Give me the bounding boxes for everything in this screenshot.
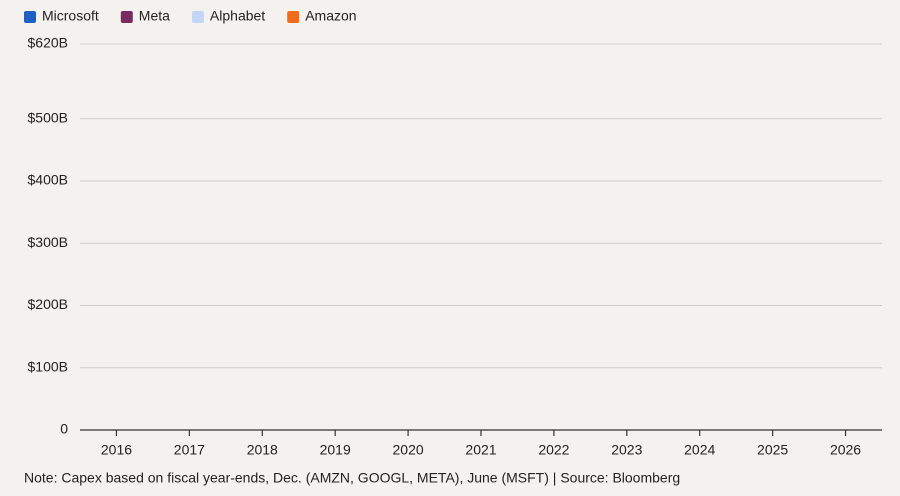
x-tick-label: 2017 [174, 442, 205, 458]
y-tick-label: $300B [28, 234, 68, 250]
y-tick-label: $200B [28, 296, 68, 312]
legend-swatch [191, 11, 204, 23]
legend-label: Alphabet [210, 8, 265, 24]
y-tick-label: $500B [28, 109, 68, 125]
x-tick-label: 2024 [684, 442, 715, 458]
legend-label: Meta [139, 8, 170, 24]
y-tick-label: 0 [60, 421, 68, 437]
x-tick-label: 2020 [393, 442, 424, 458]
x-tick-label: 2021 [465, 442, 496, 458]
y-tick-label: $620B [28, 35, 68, 51]
x-tick-label: 2022 [538, 442, 569, 458]
x-tick-label: 2018 [247, 442, 278, 458]
legend-label: Microsoft [42, 8, 99, 24]
legend-swatch [120, 11, 133, 23]
y-tick-label: $100B [28, 358, 68, 374]
legend-label: Amazon [305, 8, 356, 24]
chart-note: Note: Capex based on fiscal year-ends, D… [24, 470, 680, 486]
x-tick-label: 2016 [101, 442, 132, 458]
y-tick-label: $400B [28, 172, 68, 188]
x-tick-label: 2023 [611, 442, 642, 458]
x-tick-label: 2026 [830, 442, 861, 458]
x-tick-label: 2025 [757, 442, 788, 458]
x-tick-label: 2019 [320, 442, 351, 458]
legend-swatch [287, 11, 300, 23]
legend-swatch [24, 11, 36, 23]
